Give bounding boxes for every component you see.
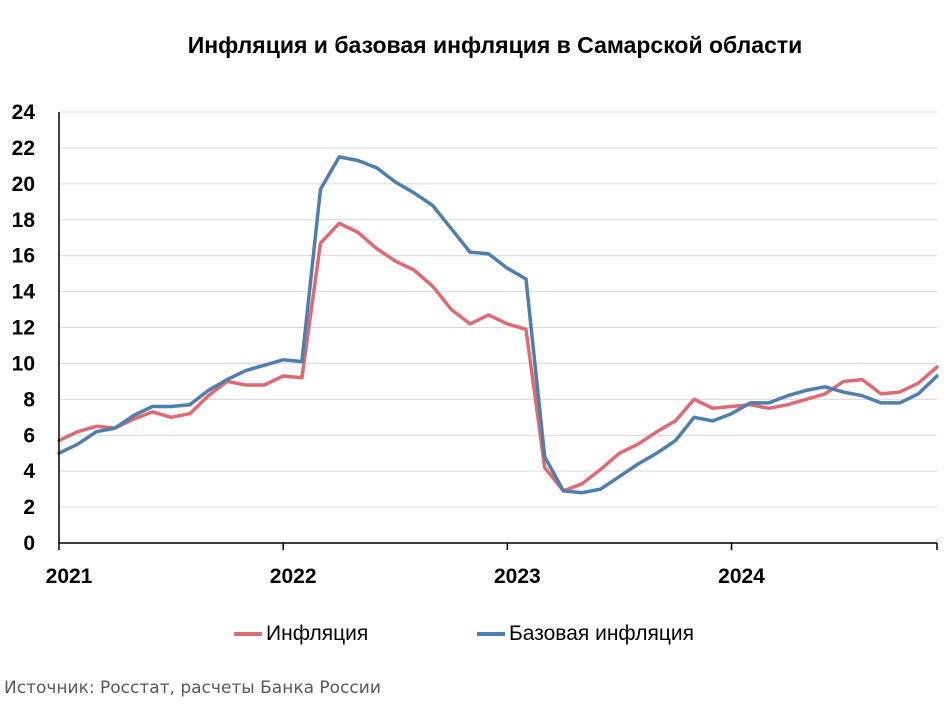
y-tick-label: 22 [12, 137, 35, 160]
y-tick-label: 24 [12, 101, 36, 124]
x-tick-label: 2022 [270, 565, 317, 588]
y-tick-label: 6 [23, 424, 35, 447]
series-lines [57, 155, 939, 495]
y-tick-label: 18 [12, 209, 36, 232]
y-tick-label: 14 [12, 281, 36, 304]
y-tick-label: 8 [23, 388, 35, 411]
y-tick-label: 10 [12, 352, 35, 375]
legend-item-inflation: Инфляция [234, 622, 368, 646]
source-note: Источник: Росстат, расчеты Банка России [4, 678, 381, 698]
x-tick-label: 2021 [46, 565, 93, 588]
x-axis-ticks: 2021 2022 2023 2024 [46, 543, 938, 588]
y-tick-label: 20 [12, 173, 35, 196]
x-tick-label: 2024 [718, 565, 765, 588]
chart-title: Инфляция и базовая инфляция в Самарской … [187, 32, 803, 58]
legend-label-core-inflation: Базовая инфляция [509, 622, 695, 645]
legend: Инфляция Базовая инфляция [0, 622, 950, 652]
series-line-core-inflation [57, 155, 939, 495]
y-tick-label: 16 [12, 245, 35, 268]
series-line-inflation [57, 221, 939, 493]
legend-swatch-inflation [234, 632, 262, 636]
legend-swatch-core-inflation [477, 632, 505, 636]
y-tick-label: 4 [23, 460, 35, 483]
gridlines [59, 111, 937, 508]
y-tick-label: 12 [12, 317, 35, 340]
legend-item-core-inflation: Базовая инфляция [477, 622, 694, 646]
x-tick-label: 2023 [494, 565, 541, 588]
legend-label-inflation: Инфляция [266, 622, 369, 645]
y-tick-label: 2 [23, 496, 35, 519]
y-tick-label: 0 [23, 532, 35, 555]
